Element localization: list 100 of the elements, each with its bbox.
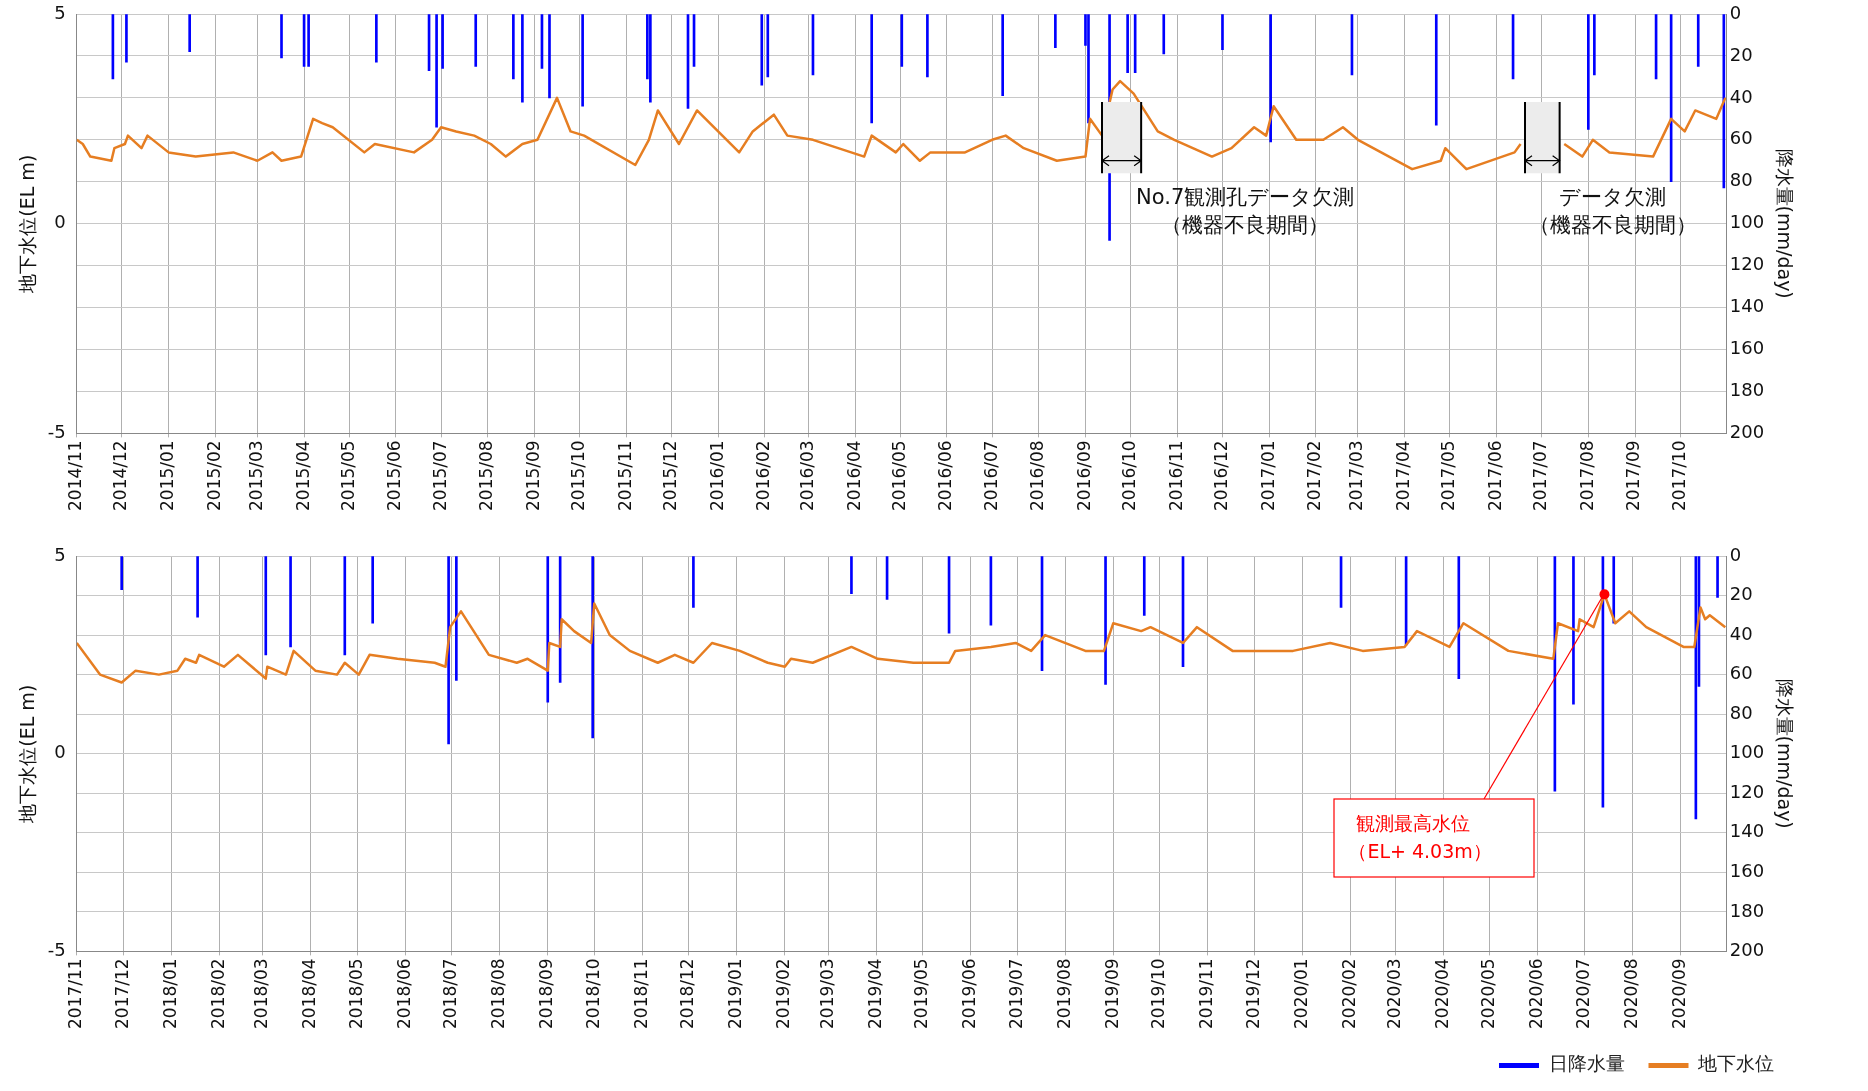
y2-tick-label: 200 — [1729, 939, 1765, 961]
x-tick-label: 2019/04 — [864, 958, 885, 1029]
legend-label: 地下水位 — [1697, 1052, 1774, 1075]
bar — [474, 14, 478, 67]
y-tick-label: -5 — [47, 421, 66, 443]
x-tick-label: 2018/02 — [207, 958, 228, 1029]
y2-tick-label: 100 — [1729, 211, 1765, 233]
bar — [692, 556, 695, 608]
x-tick-label: 2019/11 — [1196, 958, 1217, 1029]
y-tick-label: 0 — [54, 211, 66, 233]
bar — [307, 14, 310, 67]
y2-tick-label: 0 — [1729, 1, 1742, 23]
x-tick-label: 2020/01 — [1290, 958, 1311, 1029]
x-tick-label: 2018/06 — [393, 958, 414, 1029]
band-label: データ欠測（機器不良期間） — [1528, 184, 1697, 237]
bar — [125, 14, 128, 63]
bar — [926, 14, 929, 78]
x-tick-label: 2020/03 — [1383, 958, 1404, 1029]
bar — [1087, 14, 1090, 124]
bar — [850, 556, 853, 594]
bar — [375, 14, 378, 63]
bar — [371, 556, 375, 624]
y-axis-title: 地下水位(EL m) — [16, 154, 39, 294]
x-tick-label: 2018/08 — [488, 958, 509, 1029]
bar — [1434, 14, 1438, 126]
x-tick-label: 2015/01 — [157, 440, 178, 511]
bar — [766, 14, 770, 78]
x-tick-label: 2018/12 — [677, 958, 698, 1029]
x-tick-label: 2019/03 — [816, 958, 837, 1029]
x-tick-label: 2019/05 — [911, 958, 932, 1029]
x-tick-label: 2016/03 — [796, 440, 817, 511]
bar — [1269, 14, 1272, 143]
x-tick-label: 2018/05 — [345, 958, 366, 1029]
x-tick-label: 2017/08 — [1576, 440, 1597, 511]
bar — [441, 14, 444, 69]
y2-tick-label: 180 — [1729, 899, 1765, 921]
bar — [188, 14, 191, 53]
x-tick-label: 2014/11 — [65, 440, 86, 511]
x-tick-label: 2017/12 — [111, 958, 132, 1029]
y2-tick-label: 60 — [1729, 662, 1753, 684]
bar — [521, 14, 524, 103]
y2-tick-label: 160 — [1729, 337, 1765, 359]
bar — [447, 556, 450, 745]
y2-tick-label: 200 — [1729, 421, 1765, 443]
x-tick-label: 2016/05 — [888, 440, 909, 511]
x-tick-label: 2016/12 — [1210, 440, 1231, 511]
y2-axis-title: 降水量(mm/day) — [1773, 678, 1796, 829]
x-tick-label: 2015/02 — [203, 440, 224, 511]
bar — [512, 14, 515, 80]
bar — [435, 14, 438, 128]
y-axis-title: 地下水位(EL m) — [16, 684, 39, 824]
x-tick-label: 2019/02 — [773, 958, 794, 1029]
x-tick-label: 2016/04 — [843, 440, 864, 511]
y2-tick-label: 80 — [1729, 701, 1753, 723]
x-tick-label: 2020/05 — [1478, 958, 1499, 1029]
y2-axis-title: 降水量(mm/day) — [1773, 148, 1796, 299]
y2-tick-label: 160 — [1729, 859, 1765, 881]
bar — [1593, 14, 1596, 76]
x-tick-label: 2018/07 — [440, 958, 461, 1029]
y2-tick-label: 0 — [1729, 543, 1742, 565]
bar — [760, 14, 764, 86]
x-tick-label: 2019/06 — [959, 958, 980, 1029]
x-tick-label: 2019/08 — [1053, 958, 1074, 1029]
bar — [455, 556, 458, 681]
y-tick-label: 0 — [54, 741, 66, 763]
x-tick-label: 2020/02 — [1338, 958, 1359, 1029]
x-tick-label: 2017/11 — [65, 958, 86, 1029]
x-tick-label: 2015/07 — [429, 440, 450, 511]
y2-tick-label: 100 — [1729, 741, 1765, 763]
bar — [870, 14, 874, 124]
x-tick-label: 2020/04 — [1431, 958, 1452, 1029]
bar — [1221, 14, 1224, 50]
x-tick-label: 2017/09 — [1623, 440, 1644, 511]
x-tick-label: 2015/12 — [659, 440, 680, 511]
x-tick-label: 2018/01 — [159, 958, 180, 1029]
x-tick-label: 2015/09 — [522, 440, 543, 511]
x-tick-label: 2019/01 — [725, 958, 746, 1029]
y2-tick-label: 80 — [1729, 169, 1753, 191]
bar — [581, 14, 584, 107]
bar — [1457, 556, 1461, 679]
y2-tick-label: 120 — [1729, 780, 1765, 802]
y2-tick-label: 140 — [1729, 295, 1765, 317]
x-tick-label: 2016/10 — [1119, 440, 1140, 511]
bar — [1001, 14, 1004, 97]
x-tick-label: 2016/08 — [1027, 440, 1048, 511]
x-tick-label: 2019/07 — [1005, 958, 1026, 1029]
x-tick-label: 2018/04 — [299, 958, 320, 1029]
x-tick-label: 2020/09 — [1668, 958, 1689, 1029]
bar — [1142, 556, 1146, 616]
x-tick-label: 2016/02 — [753, 440, 774, 511]
x-tick-label: 2016/11 — [1165, 440, 1186, 511]
x-tick-label: 2018/10 — [582, 958, 603, 1029]
bar — [1162, 14, 1166, 55]
y-tick-label: -5 — [47, 939, 66, 961]
x-tick-label: 2016/07 — [980, 440, 1001, 511]
bar — [264, 556, 268, 656]
x-tick-label: 2015/10 — [568, 440, 589, 511]
x-tick-label: 2015/05 — [337, 440, 358, 511]
bar — [1587, 14, 1590, 130]
bar — [900, 14, 904, 67]
